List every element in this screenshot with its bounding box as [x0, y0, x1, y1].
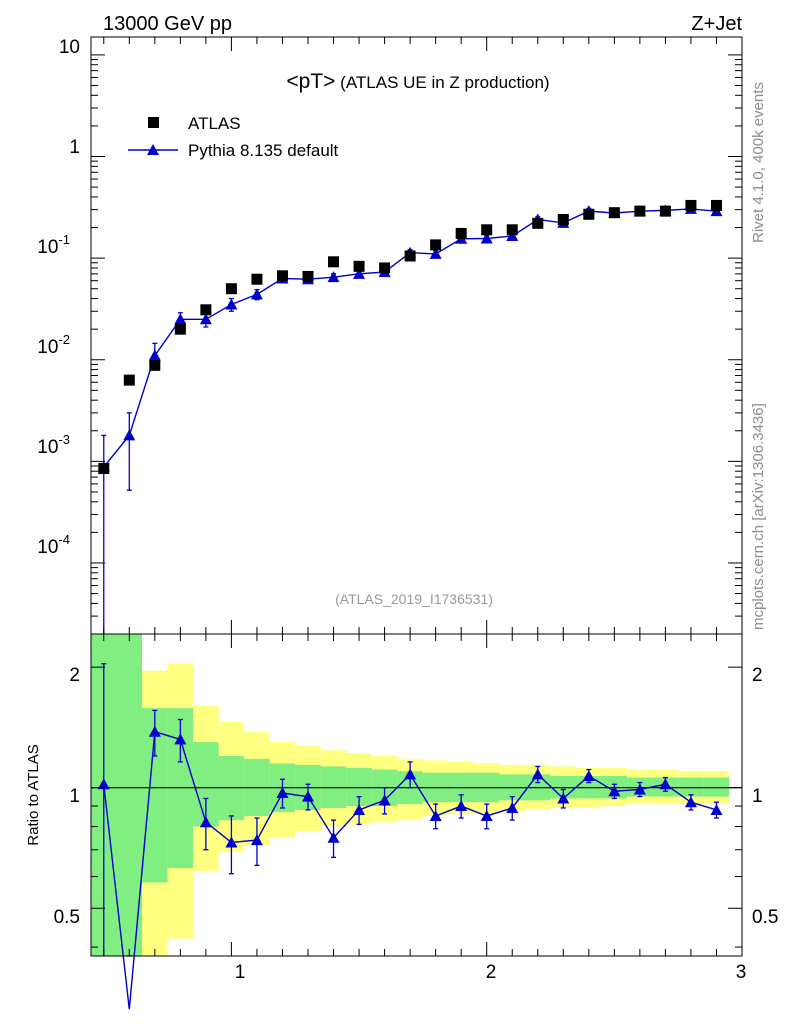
- ratio-point: [455, 800, 468, 812]
- ratio-point: [480, 809, 493, 821]
- ratio-band-inner: [678, 777, 704, 797]
- pythia-point: [148, 349, 161, 361]
- y-tick-label-1: 1: [69, 137, 80, 158]
- ratio-y-axis-label: Ratio to ATLAS: [25, 744, 42, 845]
- pythia-point: [225, 298, 238, 310]
- main-y-tick-labels: 10 1 10-1 10-2 10-3 10-4: [37, 37, 80, 558]
- pythia-point: [199, 313, 212, 325]
- x-tick-label-2: 2: [486, 962, 497, 983]
- ratio-point: [97, 778, 110, 790]
- pythia-point: [480, 232, 493, 244]
- y-tick-label-1e-2: 10-2: [37, 332, 70, 358]
- ratio-point: [633, 783, 646, 795]
- pythia-point: [123, 429, 136, 441]
- main-plot-marks: [97, 199, 723, 634]
- atlas-point: [276, 270, 288, 282]
- y-tick-label-1e-4: 10-4: [37, 532, 70, 558]
- pythia-point: [327, 271, 340, 283]
- ratio-point: [710, 803, 723, 815]
- atlas-point: [98, 463, 110, 475]
- atlas-point: [404, 250, 416, 262]
- header-left-label: 13000 GeV pp: [103, 13, 232, 35]
- atlas-point: [302, 270, 314, 282]
- atlas-point: [710, 199, 722, 211]
- analysis-tag: (ATLAS_2019_I1736531): [335, 591, 493, 607]
- ratio-frame: [90, 633, 743, 957]
- pythia-point: [429, 247, 442, 259]
- ratio-point: [199, 816, 212, 828]
- ratio-point: [250, 834, 263, 846]
- atlas-point: [200, 304, 212, 316]
- y-tick-label-1e-1: 10-1: [37, 232, 70, 258]
- chart-title: <pT> (ATLAS UE in Z production): [286, 70, 549, 93]
- atlas-point: [659, 205, 671, 217]
- atlas-point: [251, 273, 263, 285]
- legend-pythia-label: Pythia 8.135 default: [188, 141, 339, 160]
- ratio-point: [148, 725, 161, 737]
- ratio-y-tick-label-0.5: 0.5: [54, 907, 80, 928]
- mcplots-site-label: mcplots.cern.ch [arXiv:1306.3436]: [750, 403, 767, 630]
- atlas-point: [455, 227, 467, 239]
- atlas-point: [583, 208, 595, 220]
- atlas-point: [353, 260, 365, 272]
- ratio-y-tick-label-0.5-right: 0.5: [752, 907, 778, 928]
- ratio-plot-marks: [91, 634, 742, 1010]
- ratio-y-tick-label-1: 1: [69, 786, 80, 807]
- atlas-point: [379, 262, 391, 274]
- ratio-point: [353, 803, 366, 815]
- x-tick-label-3: 3: [736, 962, 747, 983]
- ratio-point: [557, 792, 570, 804]
- atlas-point: [685, 199, 697, 211]
- ratio-point: [608, 785, 621, 797]
- pythia-point: [250, 288, 263, 300]
- atlas-point: [430, 239, 442, 251]
- atlas-point: [532, 217, 544, 229]
- atlas-point: [608, 207, 620, 219]
- atlas-point: [506, 224, 518, 236]
- ratio-point: [378, 794, 391, 806]
- atlas-point: [225, 283, 237, 295]
- ratio-point: [225, 836, 238, 848]
- ratio-point: [531, 768, 544, 780]
- header-right-label: Z+Jet: [691, 13, 742, 35]
- main-panel: 10 1 10-1 10-2 10-3 10-4 <pT> (ATLAS UE …: [37, 36, 743, 635]
- legend: ATLAS Pythia 8.135 default: [128, 114, 339, 160]
- legend-atlas-marker: [148, 117, 159, 128]
- ratio-panel: 2 1 0.5 2 1 0.5 1 2 3 Ratio to ATLAS: [25, 633, 778, 1010]
- atlas-point: [557, 213, 569, 225]
- ratio-point: [276, 787, 289, 799]
- pythia-point: [506, 230, 519, 242]
- legend-pythia-marker: [147, 144, 159, 155]
- y-tick-label-10: 10: [59, 37, 80, 58]
- legend-atlas-label: ATLAS: [188, 114, 241, 133]
- ratio-band-inner: [116, 634, 143, 956]
- ratio-point: [174, 733, 187, 745]
- ratio-point: [404, 768, 417, 780]
- atlas-point: [149, 359, 161, 371]
- rivet-version-label: Rivet 4.1.0, 400k events: [750, 82, 767, 243]
- pythia-point: [174, 313, 187, 325]
- ratio-point: [429, 809, 442, 821]
- main-axis-ticks: [91, 37, 743, 635]
- ratio-point: [302, 790, 314, 802]
- atlas-point: [481, 224, 493, 236]
- atlas-point: [123, 374, 135, 386]
- x-tick-label-1: 1: [235, 962, 246, 983]
- ratio-y-tick-label-2-right: 2: [752, 665, 763, 686]
- ratio-point: [684, 796, 697, 808]
- atlas-point: [328, 256, 340, 268]
- ratio-y-tick-label-1-right: 1: [752, 786, 763, 807]
- atlas-point: [634, 205, 646, 217]
- ratio-point: [582, 769, 595, 781]
- atlas-point: [174, 323, 186, 335]
- y-tick-label-1e-3: 10-3: [37, 432, 70, 458]
- pythia-point: [353, 267, 366, 279]
- ratio-band-inner: [703, 777, 730, 797]
- ratio-y-tick-label-2: 2: [69, 665, 80, 686]
- ratio-point: [506, 801, 519, 813]
- ratio-point: [659, 778, 672, 790]
- ratio-point: [327, 831, 340, 843]
